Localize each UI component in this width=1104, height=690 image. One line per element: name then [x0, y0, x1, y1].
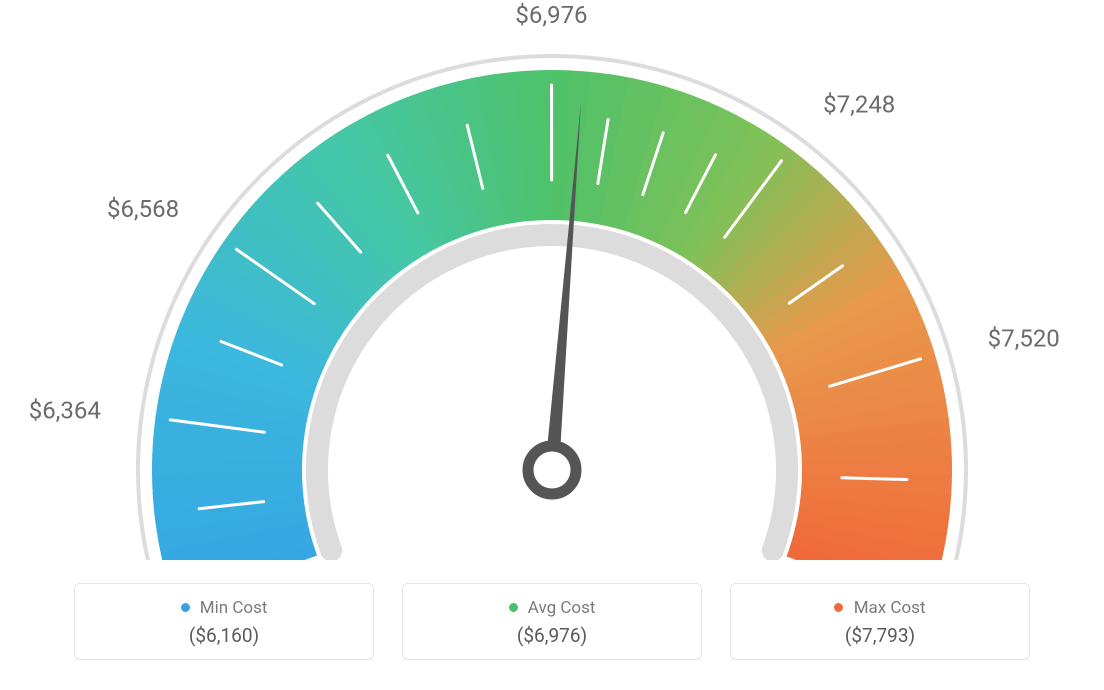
min-dot-icon	[181, 603, 190, 612]
gauge-svg: $6,160$6,364$6,568$6,976$7,248$7,520$7,7…	[0, 0, 1104, 560]
gauge-chart-container: $6,160$6,364$6,568$6,976$7,248$7,520$7,7…	[0, 0, 1104, 690]
max-cost-value: ($7,793)	[741, 624, 1019, 647]
tick-label: $7,520	[988, 325, 1060, 353]
min-cost-label: Min Cost	[85, 598, 363, 618]
avg-cost-value: ($6,976)	[413, 624, 691, 647]
avg-dot-icon	[509, 603, 518, 612]
max-cost-card: Max Cost ($7,793)	[730, 583, 1030, 660]
min-cost-card: Min Cost ($6,160)	[74, 583, 374, 660]
max-dot-icon	[834, 603, 843, 612]
tick-label: $6,364	[29, 397, 101, 425]
avg-cost-label-text: Avg Cost	[528, 598, 596, 618]
gauge-needle-base	[528, 446, 576, 494]
legend-row: Min Cost ($6,160) Avg Cost ($6,976) Max …	[0, 583, 1104, 660]
gauge-area: $6,160$6,364$6,568$6,976$7,248$7,520$7,7…	[0, 0, 1104, 560]
max-cost-label-text: Max Cost	[854, 598, 926, 618]
min-cost-value: ($6,160)	[85, 624, 363, 647]
avg-cost-card: Avg Cost ($6,976)	[402, 583, 702, 660]
tick-label: $7,248	[823, 91, 895, 119]
min-cost-label-text: Min Cost	[200, 598, 268, 618]
tick-label: $6,568	[107, 195, 179, 223]
tick-label: $6,976	[515, 1, 587, 29]
avg-cost-label: Avg Cost	[413, 598, 691, 618]
max-cost-label: Max Cost	[741, 598, 1019, 618]
